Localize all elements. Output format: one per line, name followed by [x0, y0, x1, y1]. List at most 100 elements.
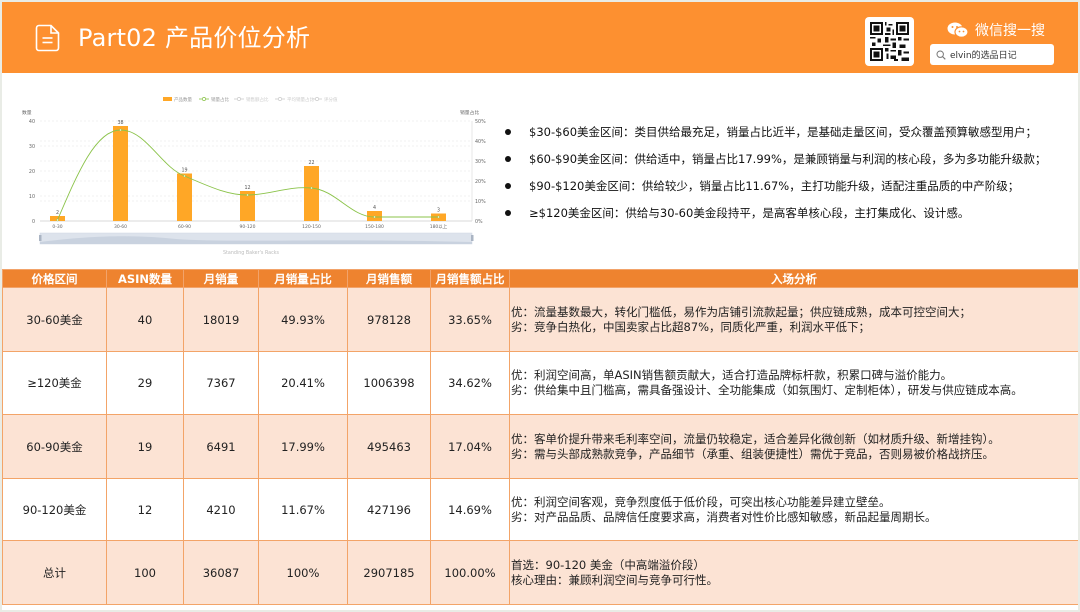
chart-zoom-slider[interactable]: [39, 232, 474, 245]
qr-code[interactable]: [865, 17, 914, 66]
cell-asin: 29: [106, 351, 184, 415]
y2-axis-label: 销量占比: [460, 109, 479, 116]
svg-text:20: 20: [29, 169, 35, 175]
insight-item: $30-$60美金区间：类目供给最充足，销量占比近半，是基础走量区间，受众覆盖预…: [502, 118, 1072, 145]
svg-text:10%: 10%: [475, 199, 486, 205]
cell-revenue-pct: 14.69%: [430, 478, 510, 541]
legend-item: 销量占比: [211, 96, 229, 103]
insight-item: $60-$90美金区间：供给适中，销量占比17.99%，是兼顾销量与利润的核心段…: [502, 145, 1072, 172]
wechat-search-input[interactable]: elvin的选品日记: [930, 44, 1054, 65]
chart-legend: 产品数量 销量占比 销售额占比 平均销量占比 评分值: [163, 96, 338, 103]
bar: [177, 173, 192, 221]
insight-item: ≥$120美金区间：供给与30-60美金段持平，是高客单核心段，主打集成化、设计…: [502, 199, 1072, 226]
cell-revenue: 2907185: [347, 540, 431, 605]
svg-text:0%: 0%: [475, 219, 483, 225]
legend-bar-icon: [163, 97, 172, 101]
svg-text:30%: 30%: [475, 159, 486, 165]
svg-text:90-120: 90-120: [240, 224, 256, 230]
svg-text:4: 4: [373, 205, 376, 211]
col-header-sales: 月销量: [183, 269, 259, 288]
cell-sales: 7367: [183, 351, 259, 415]
bar: [113, 126, 128, 221]
y2-axis-ticks: 50% 40% 30% 20% 10% 0%: [475, 119, 486, 225]
analysis-pro: 优：客单价提升带来毛利率空间，流量仍较稳定，适合差异化微创新（如材质升级、新增挂…: [511, 431, 1000, 446]
cell-revenue: 495463: [347, 414, 431, 479]
svg-text:2: 2: [56, 210, 59, 216]
cell-revenue: 427196: [347, 478, 431, 541]
col-header-revenue: 月销售额: [347, 269, 431, 288]
cell-asin: 19: [106, 414, 184, 479]
table-row: 90-120美金 12 4210 11.67% 427196 14.69% 优：…: [2, 478, 1078, 541]
cell-revenue: 1006398: [347, 351, 431, 415]
svg-text:50%: 50%: [475, 119, 486, 125]
cell-range: ≥120美金: [2, 351, 107, 415]
bar: [240, 191, 255, 221]
cell-asin: 40: [106, 287, 184, 352]
cell-revenue-pct: 33.65%: [430, 287, 510, 352]
qr-code-icon: [870, 22, 909, 61]
analysis-pro: 优：利润空间客观，竞争烈度低于低价段，可突出核心功能差异建立壁垒。: [511, 494, 891, 509]
svg-text:38: 38: [117, 120, 123, 126]
wechat-search-label: 微信搜一搜: [947, 20, 1045, 40]
header-bar: Part02 产品价位分析: [2, 2, 1078, 73]
cell-asin: 100: [106, 540, 184, 605]
col-header-revenue-pct: 月销售额占比: [430, 269, 510, 288]
cell-asin: 12: [106, 478, 184, 541]
legend-item: 销售额占比: [246, 96, 269, 103]
svg-text:150-180: 150-180: [365, 224, 384, 230]
svg-text:180以上: 180以上: [430, 223, 448, 230]
analysis-con: 劣：需与头部成熟款竞争，产品细节（承重、组装便捷性）需优于竞品，否则易被价格战挤…: [511, 446, 994, 461]
analysis-pro: 优：流量基数最大，转化门槛低，易作为店铺引流款起量；供应链成熟，成本可控空间大；: [511, 304, 971, 319]
svg-text:22: 22: [308, 160, 314, 166]
table-header-row: 价格区间 ASIN数量 月销量 月销量占比 月销售额 月销售额占比 入场分析: [2, 269, 1078, 288]
svg-text:120-150: 120-150: [302, 224, 321, 230]
analysis-con: 劣：对产品品质、品牌信任度要求高，消费者对性价比感知敏感，新品起量周期长。: [511, 509, 937, 524]
table-row-total: 总计 100 36087 100% 2907185 100.00% 首选：90-…: [2, 540, 1078, 605]
cell-sales-pct: 100%: [258, 540, 348, 605]
y-axis-ticks: 40 30 20 10 0: [29, 119, 35, 225]
svg-text:60-90: 60-90: [178, 224, 191, 230]
cell-range: 总计: [2, 540, 107, 605]
price-analysis-table: 价格区间 ASIN数量 月销量 月销量占比 月销售额 月销售额占比 入场分析 3…: [2, 269, 1078, 605]
wechat-search-text: 微信搜一搜: [975, 23, 1045, 39]
x-axis-ticks: 0-30 30-60 60-90 90-120 120-150 150-180 …: [52, 223, 447, 230]
cell-sales: 6491: [183, 414, 259, 479]
cell-range: 30-60美金: [2, 287, 107, 352]
cell-range: 90-120美金: [2, 478, 107, 541]
line-series: [57, 129, 439, 221]
cell-revenue-pct: 34.62%: [430, 351, 510, 415]
cell-analysis: 优：利润空间高，单ASIN销售额贡献大，适合打造品牌标杆款，积累口碑与溢价能力。…: [509, 351, 1078, 415]
insight-item: $90-$120美金区间：供给较少，销量占比11.67%，主打功能升级，适配注重…: [502, 172, 1072, 199]
svg-text:0-30: 0-30: [52, 224, 62, 230]
bullet-icon: [505, 155, 511, 162]
svg-text:19: 19: [181, 168, 187, 174]
table-row: 30-60美金 40 18019 49.93% 978128 33.65% 优：…: [2, 287, 1078, 352]
bar-series: [50, 126, 446, 221]
cell-revenue-pct: 100.00%: [430, 540, 510, 605]
cell-sales-pct: 17.99%: [258, 414, 348, 479]
cell-analysis: 优：利润空间客观，竞争烈度低于低价段，可突出核心功能差异建立壁垒。 劣：对产品品…: [509, 478, 1078, 541]
cell-sales: 18019: [183, 287, 259, 352]
cell-sales-pct: 20.41%: [258, 351, 348, 415]
bar: [304, 166, 319, 221]
col-header-analysis: 入场分析: [509, 269, 1078, 288]
cell-sales: 36087: [183, 540, 259, 605]
analysis-con: 劣：供给集中且门槛高，需具备强设计、全功能集成（如氛围灯、定制柜体），研发与供应…: [511, 383, 1023, 397]
cell-analysis: 优：客单价提升带来毛利率空间，流量仍较稳定，适合差异化微创新（如材质升级、新增挂…: [509, 414, 1078, 479]
cell-sales-pct: 49.93%: [258, 287, 348, 352]
cell-analysis: 优：流量基数最大，转化门槛低，易作为店铺引流款起量；供应链成熟，成本可控空间大；…: [509, 287, 1078, 352]
svg-text:10: 10: [29, 194, 35, 200]
analysis-pro: 优：利润空间高，单ASIN销售额贡献大，适合打造品牌标杆款，积累口碑与溢价能力。: [511, 368, 953, 382]
page-title: Part02 产品价位分析: [78, 24, 311, 52]
svg-text:40%: 40%: [475, 139, 486, 145]
cell-revenue-pct: 17.04%: [430, 414, 510, 479]
grid: [40, 120, 472, 202]
bar-labels: 2 38 19 12 22 4 3: [56, 120, 440, 216]
legend-item: 产品数量: [174, 96, 192, 103]
cell-sales-pct: 11.67%: [258, 478, 348, 541]
slider-handle-left: [39, 235, 42, 241]
svg-text:40: 40: [29, 119, 35, 125]
insight-list: $30-$60美金区间：类目供给最充足，销量占比近半，是基础走量区间，受众覆盖预…: [502, 118, 1072, 226]
bar: [50, 216, 65, 221]
cell-analysis: 首选：90-120 美金（中高端溢价段） 核心理由：兼顾利润空间与竞争可行性。: [509, 540, 1078, 605]
